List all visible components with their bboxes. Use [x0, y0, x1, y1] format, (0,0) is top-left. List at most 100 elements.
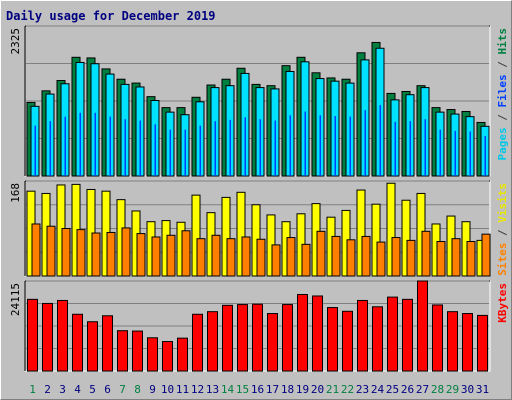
sites-bar — [76, 229, 86, 277]
legend-part: / — [496, 108, 509, 128]
files-bar — [469, 131, 471, 176]
day-label: 11 — [176, 383, 189, 396]
kbytes-bar — [162, 341, 173, 372]
day-label: 27 — [416, 383, 429, 396]
day-label: 15 — [236, 383, 249, 396]
kbytes-bar — [327, 307, 338, 372]
kbytes-bar — [417, 280, 428, 372]
sites-bar — [136, 233, 146, 277]
day-label: 30 — [461, 383, 474, 396]
kbytes-bar — [447, 311, 458, 372]
files-bar — [424, 119, 426, 176]
sites-bar — [241, 236, 251, 277]
middle-max-label: 168 — [9, 183, 22, 203]
sites-bar — [346, 239, 356, 277]
kbytes-bar — [177, 337, 188, 372]
files-bar — [79, 112, 81, 176]
day-label: 17 — [266, 383, 279, 396]
files-bar — [49, 121, 51, 176]
sites-bar — [211, 234, 221, 277]
day-label: 12 — [191, 383, 204, 396]
files-bar — [169, 129, 171, 176]
top-max-label: 2325 — [9, 28, 22, 55]
day-label: 10 — [161, 383, 174, 396]
day-label: 18 — [281, 383, 294, 396]
sites-bar — [376, 241, 386, 277]
sites-bar — [481, 233, 491, 277]
day-label: 31 — [476, 383, 489, 396]
sites-bar — [361, 235, 371, 277]
legend-part: / — [496, 55, 509, 75]
kbytes-bar — [102, 315, 113, 372]
kbytes-bar — [297, 293, 308, 372]
day-label: 20 — [311, 383, 324, 396]
day-label: 9 — [149, 383, 156, 396]
kbytes-bar — [342, 310, 353, 372]
bottom-max-label: 24115 — [9, 283, 22, 316]
sites-bar — [421, 230, 431, 277]
kbytes-bar — [402, 298, 413, 372]
chart-title: Daily usage for December 2019 — [6, 9, 216, 23]
files-bar — [139, 120, 141, 176]
day-label: 26 — [401, 383, 414, 396]
kbytes-bar — [132, 330, 143, 372]
files-bar — [439, 129, 441, 176]
kbytes-bar — [87, 321, 98, 372]
kbytes-bar — [387, 296, 398, 372]
day-label: 25 — [386, 383, 399, 396]
kbytes-bar — [237, 304, 248, 372]
sites-bar — [46, 225, 56, 277]
files-bar — [64, 116, 66, 176]
sites-bar — [451, 238, 461, 277]
day-label: 13 — [206, 383, 219, 396]
files-bar — [454, 130, 456, 176]
files-bar — [319, 115, 321, 176]
files-bar — [304, 111, 306, 176]
files-bar — [154, 124, 156, 176]
kbytes-bar — [477, 314, 488, 372]
day-label: 22 — [341, 383, 354, 396]
day-label: 14 — [221, 383, 235, 396]
files-bar — [229, 119, 231, 176]
kbytes-bar — [57, 299, 68, 372]
legend-part: KBytes — [496, 283, 509, 323]
kbytes-bar — [222, 304, 233, 372]
bottom-legend-label: KBytes — [496, 283, 509, 323]
files-bar — [334, 116, 336, 176]
sites-bar — [271, 244, 281, 277]
files-bar — [94, 112, 96, 176]
kbytes-bar — [27, 298, 38, 372]
day-label: 8 — [134, 383, 141, 396]
sites-bar — [181, 230, 191, 277]
kbytes-bar — [42, 302, 53, 372]
files-bar — [214, 121, 216, 176]
sites-bar — [436, 241, 446, 277]
sites-bar — [391, 237, 401, 277]
middle-legend-label: Sites / Visits — [496, 183, 509, 276]
sites-bar — [106, 231, 116, 277]
files-bar — [379, 105, 381, 176]
legend-part: Visits — [496, 183, 509, 223]
sites-bar — [226, 238, 236, 277]
sites-bar — [121, 227, 131, 277]
files-bar — [274, 120, 276, 176]
legend-part: Pages — [496, 127, 509, 160]
sites-bar — [91, 232, 101, 277]
kbytes-bar — [192, 313, 203, 372]
day-label: 19 — [296, 383, 309, 396]
files-bar — [124, 119, 126, 176]
sites-bar — [61, 228, 71, 277]
day-label: 7 — [119, 383, 126, 396]
top-legend-label: Pages / Files / Hits — [496, 28, 509, 161]
day-label: 29 — [446, 383, 459, 396]
sites-bar — [196, 238, 206, 277]
kbytes-bar — [357, 299, 368, 372]
files-bar — [184, 129, 186, 176]
files-bar — [109, 116, 111, 176]
sites-bar — [31, 223, 41, 277]
files-bar — [244, 117, 246, 176]
day-label: 24 — [371, 383, 385, 396]
kbytes-bar — [252, 303, 263, 372]
visits-bar — [221, 196, 231, 277]
